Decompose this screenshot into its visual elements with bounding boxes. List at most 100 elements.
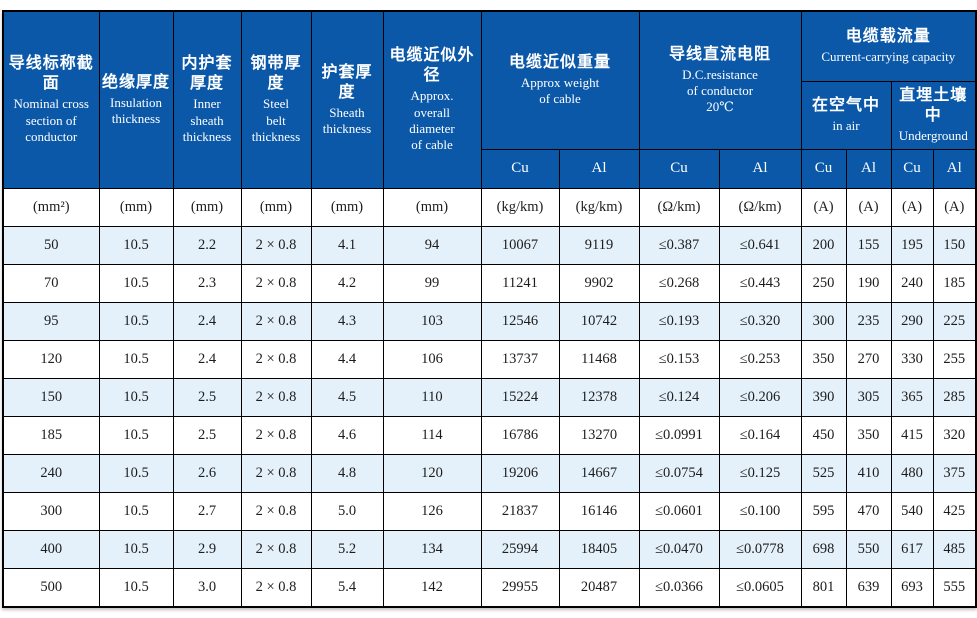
data-cell: 4.2 [310,263,384,303]
data-cell: 617 [890,529,934,569]
data-cell: 235 [845,301,892,341]
data-cell: 2.9 [172,529,242,569]
data-cell: 4.5 [310,377,384,417]
header-zh-label: 钢带厚度 [250,55,302,93]
data-cell: 5.2 [310,529,384,569]
data-cell: 29955 [480,567,560,607]
data-cell: ≤0.253 [718,339,802,379]
header-zh-label: 导线直流电阻 [669,45,772,63]
data-cell: 2.4 [172,339,242,379]
data-cell: 9902 [558,263,640,303]
data-cell: 500 [2,567,100,607]
data-cell: 10.5 [98,567,174,607]
header-zh-label: 直埋土壤中 [899,86,968,124]
unit-cell: (mm) [240,187,312,227]
data-cell: 285 [932,377,977,417]
table-row: 185 10.5 2.5 2 × 0.8 4.6 114 16786 13270 ≤0.0991… [2,415,977,455]
table-row: 500 10.5 3.0 2 × 0.8 5.4 142 29955 20487 ≤0.0366… [2,567,977,607]
data-cell: 2.4 [172,301,242,341]
metal-header-cell: Cu [480,148,560,189]
data-cell: 134 [382,529,482,569]
data-cell: 15224 [480,377,560,417]
data-cell: ≤0.0778 [718,529,802,569]
header-zh-label: 在空气中 [812,96,881,114]
data-cell: 2 × 0.8 [240,529,312,569]
data-cell: 20487 [558,567,640,607]
header-approx-weight-group: 电缆近似重量 Approx weight of cable [480,10,640,150]
unit-cell: (A) [890,187,934,227]
data-cell: 305 [845,377,892,417]
header-underground: 直埋土壤中 Underground [890,80,977,150]
data-cell: 126 [382,491,482,531]
data-cell: 13270 [558,415,640,455]
data-cell: 2 × 0.8 [240,225,312,265]
data-cell: 2.6 [172,453,242,493]
header-nominal-cross-section: 导线标称截面 Nominal cross section of conducto… [2,10,100,189]
table-row: 300 10.5 2.7 2 × 0.8 5.0 126 21837 16146 ≤0.0601… [2,491,977,531]
data-cell: ≤0.100 [718,491,802,531]
data-cell: 450 [800,415,847,455]
data-cell: 10.5 [98,453,174,493]
data-cell: 12378 [558,377,640,417]
data-cell: ≤0.125 [718,453,802,493]
data-cell: 693 [890,567,934,607]
data-cell: 9119 [558,225,640,265]
data-cell: 190 [845,263,892,303]
data-cell: 50 [2,225,100,265]
header-zh-label: 绝缘厚度 [101,73,170,91]
header-current-capacity-group: 电缆载流量 Current-carrying capacity [800,10,977,82]
data-cell: 2.3 [172,263,242,303]
data-cell: 106 [382,339,482,379]
unit-cell: (Ω/km) [718,187,802,227]
data-cell: 185 [2,415,100,455]
data-cell: 300 [2,491,100,531]
data-cell: ≤0.0754 [638,453,720,493]
data-cell: 114 [382,415,482,455]
table-row: 150 10.5 2.5 2 × 0.8 4.5 110 15224 12378 ≤0.124 ≤… [2,377,977,417]
header-steel-belt-thickness: 钢带厚度 Steel belt thickness [240,10,312,189]
data-cell: 400 [2,529,100,569]
data-cell: 225 [932,301,977,341]
header-zh-label: 护套厚度 [321,63,373,101]
data-cell: 410 [845,453,892,493]
data-cell: 2 × 0.8 [240,263,312,303]
header-zh-label: 导线标称截面 [8,55,94,93]
data-cell: 10.5 [98,377,174,417]
table-header: 导线标称截面 Nominal cross section of conducto… [2,10,977,189]
data-cell: 270 [845,339,892,379]
data-cell: 94 [382,225,482,265]
unit-cell: (mm) [172,187,242,227]
data-cell: 5.4 [310,567,384,607]
metal-header-cell: Al [932,148,977,189]
table-row: 240 10.5 2.6 2 × 0.8 4.8 120 19206 14667 ≤0.0754… [2,453,977,493]
data-cell: 185 [932,263,977,303]
data-cell: 2.5 [172,377,242,417]
header-en-label: Insulation thickness [110,94,162,126]
unit-cell: (kg/km) [480,187,560,227]
data-cell: 4.3 [310,301,384,341]
data-cell: 10742 [558,301,640,341]
header-in-air: 在空气中 in air [800,80,892,150]
unit-cell: (mm²) [2,187,100,227]
data-cell: 99 [382,263,482,303]
data-cell: 11241 [480,263,560,303]
data-cell: 639 [845,567,892,607]
data-cell: 10067 [480,225,560,265]
header-zh-label: 电缆近似重量 [509,54,612,71]
data-cell: 595 [800,491,847,531]
data-cell: 2.7 [172,491,242,531]
metal-header-cell: Cu [638,148,720,189]
header-en-label: Approx weight of cable [520,75,600,107]
data-cell: ≤0.641 [718,225,802,265]
data-cell: 4.1 [310,225,384,265]
header-inner-sheath-thickness: 内护套 厚度 Inner sheath thickness [172,10,242,189]
data-cell: 110 [382,377,482,417]
data-cell: 2 × 0.8 [240,491,312,531]
data-cell: 10.5 [98,301,174,341]
metal-header-cell: Al [718,148,802,189]
unit-cell: (kg/km) [558,187,640,227]
cable-spec-table: 导线标称截面 Nominal cross section of conducto… [2,10,977,608]
metal-header-cell: Cu [890,148,934,189]
header-en-label: Steel belt thickness [251,96,301,144]
